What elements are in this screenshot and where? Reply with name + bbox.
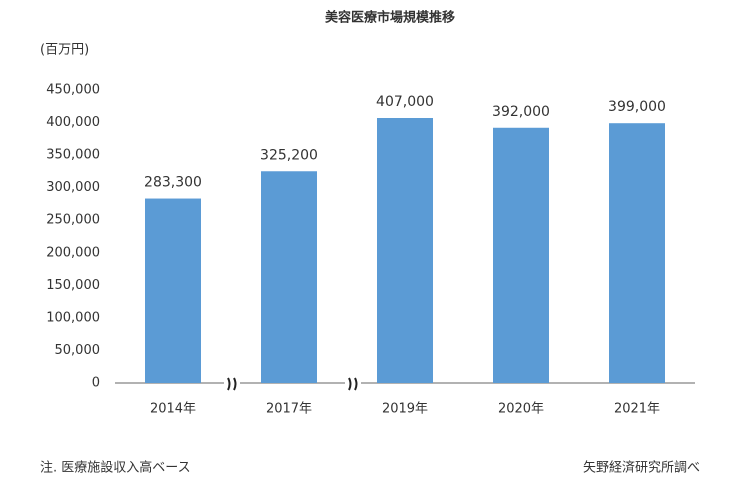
y-tick-label: 400,000 — [46, 115, 100, 130]
value-label: 392,000 — [492, 104, 550, 120]
chart-title: 美容医療市場規模推移 — [325, 10, 455, 26]
x-tick-label: 2020年 — [498, 402, 544, 417]
bar — [493, 127, 549, 384]
x-tick-label: 2017年 — [266, 402, 312, 417]
y-tick-label: 100,000 — [46, 310, 100, 325]
y-tick-label: 50,000 — [55, 343, 101, 358]
bar — [377, 117, 433, 384]
bar — [145, 198, 201, 383]
value-label: 283,300 — [144, 175, 202, 191]
y-tick-label: 250,000 — [46, 213, 100, 228]
note: 注. 医療施設収入高ベース — [40, 460, 191, 476]
value-label: 399,000 — [608, 99, 666, 115]
y-tick-label: 0 — [92, 376, 100, 391]
y-tick-label: 350,000 — [46, 148, 100, 163]
x-tick-label: 2019年 — [382, 402, 428, 417]
value-label: 407,000 — [376, 94, 434, 110]
axis-break — [224, 374, 361, 392]
y-tick-label: 450,000 — [46, 83, 100, 98]
bar — [261, 171, 317, 383]
y-tick-label: 150,000 — [46, 278, 100, 293]
y-tick-label: 300,000 — [46, 180, 100, 195]
source: 矢野経済研究所調べ — [583, 460, 700, 476]
x-tick-label: 2021年 — [614, 402, 660, 417]
y-axis-label: (百万円) — [40, 43, 89, 58]
y-tick-label: 200,000 — [46, 245, 100, 260]
value-label: 325,200 — [260, 147, 318, 163]
bar — [609, 123, 665, 383]
x-tick-label: 2014年 — [150, 402, 196, 417]
